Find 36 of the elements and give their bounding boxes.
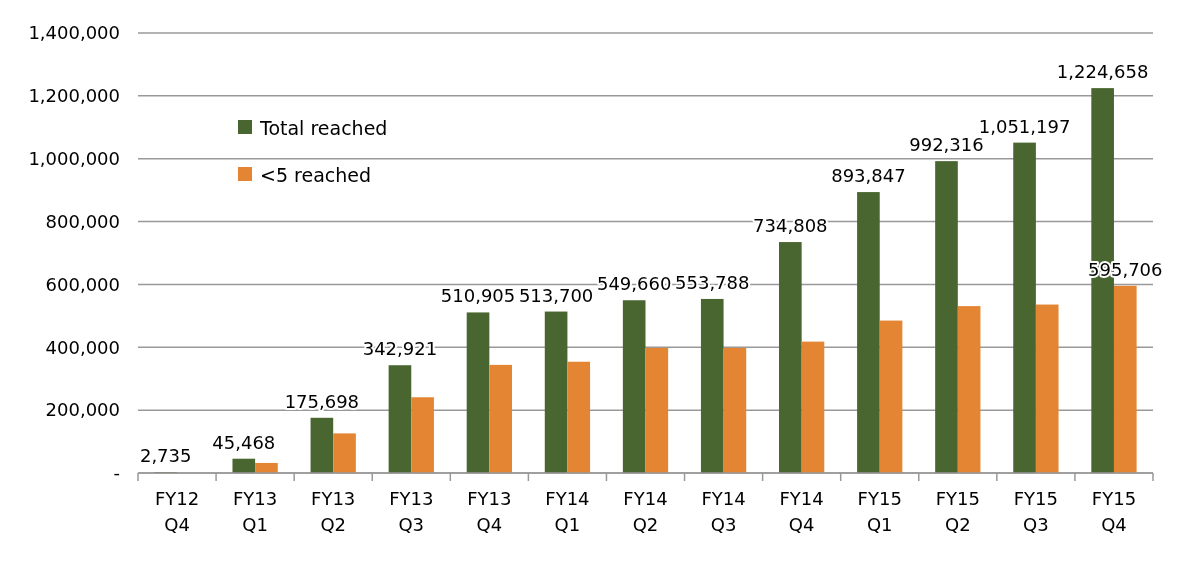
y-tick-label: 200,000 <box>45 399 120 421</box>
data-label: 992,316 <box>909 134 984 156</box>
data-label: 45,468 <box>212 431 276 453</box>
x-tick-label: FY13 Q3 <box>389 488 434 535</box>
y-tick-label: 600,000 <box>45 273 120 295</box>
x-tick-label: FY14 Q2 <box>623 488 668 535</box>
x-tick-label: FY13 Q2 <box>311 488 356 535</box>
data-label: 175,698 <box>284 390 360 412</box>
data-label: 342,921 <box>362 338 438 360</box>
y-tick-label: 800,000 <box>45 210 120 232</box>
y-tick-label: 1,200,000 <box>28 85 120 107</box>
x-tick-label: FY14 Q1 <box>545 488 590 535</box>
y-tick-label: 400,000 <box>45 336 120 358</box>
x-tick-label: FY13 Q4 <box>467 488 512 535</box>
x-tick-label: FY12 Q4 <box>154 488 200 535</box>
y-tick-label: 1,000,000 <box>28 148 120 170</box>
data-label: 549,660 <box>596 273 672 295</box>
data-label: 2,735 <box>139 445 192 467</box>
y-tick-label: 1,400,000 <box>28 22 120 44</box>
legend-label: Total reached <box>259 116 388 139</box>
x-tick-label: FY15 Q4 <box>1091 488 1137 535</box>
data-label: 734,808 <box>753 215 828 237</box>
x-tick-label: FY15 Q3 <box>1013 488 1059 535</box>
data-label: 553,788 <box>675 271 750 293</box>
data-label: 1,224,658 <box>1056 61 1149 83</box>
data-label: 510,905 <box>440 285 516 307</box>
data-label: 513,700 <box>518 284 594 306</box>
x-tick-label: FY14 Q4 <box>779 488 824 535</box>
data-label: 893,847 <box>831 165 906 187</box>
legend-label: <5 reached <box>260 163 372 186</box>
x-tick-label: FY15 Q2 <box>935 488 980 535</box>
x-tick-label: FY13 Q1 <box>232 488 278 535</box>
x-tick-label: FY15 Q1 <box>857 488 902 535</box>
y-tick-label: - <box>113 462 120 484</box>
data-label: 1,051,197 <box>978 115 1071 137</box>
x-tick-label: FY14 Q3 <box>701 488 746 535</box>
